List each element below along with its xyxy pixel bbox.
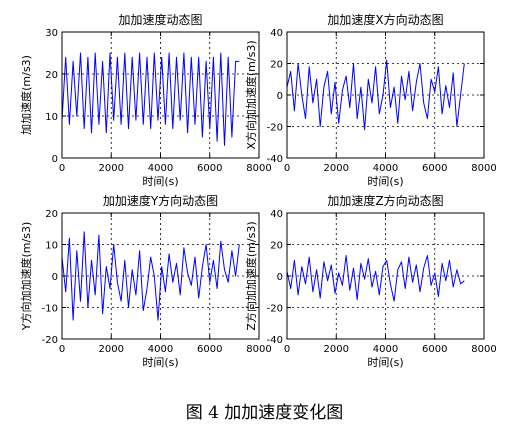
figure-caption: 图 4 加加速度变化图 bbox=[185, 403, 344, 423]
x-axis-label: 时间(s) bbox=[367, 356, 403, 369]
plot-area bbox=[287, 213, 484, 339]
series-line-total bbox=[61, 52, 240, 146]
x-tick-label: 2000 bbox=[324, 163, 349, 174]
x-tick-label: 4000 bbox=[148, 163, 173, 174]
x-tick-label: 8000 bbox=[246, 163, 271, 174]
y-tick-label: 30 bbox=[45, 28, 58, 39]
y-axis-label: Y方向加加速度(m/s3) bbox=[19, 222, 33, 331]
x-tick-label: 0 bbox=[284, 163, 290, 174]
x-tick-label: 2000 bbox=[99, 163, 124, 174]
y-tick-label: 40 bbox=[270, 209, 283, 220]
y-tick-label: 10 bbox=[45, 112, 58, 123]
x-tick-label: 2000 bbox=[324, 344, 349, 355]
y-tick-label: 0 bbox=[277, 91, 283, 102]
y-tick-label: -20 bbox=[267, 304, 283, 315]
x-tick-label: 6000 bbox=[197, 344, 222, 355]
chart-x: 0 2000 4000 6000 8000-40-2002040加加速度X方向动态图时间… bbox=[244, 12, 497, 188]
y-axis-label: X方向加加速度(m/s3) bbox=[244, 40, 258, 149]
y-tick-label: -40 bbox=[267, 154, 283, 165]
x-axis-label: 时间(s) bbox=[142, 356, 178, 369]
figure: 0 2000 4000 6000 80000102030加加速度动态图时间(s)加加速度… bbox=[19, 12, 497, 369]
y-axis-label: Z方向加加速度(m/s3) bbox=[244, 221, 258, 330]
x-axis-label: 时间(s) bbox=[142, 175, 178, 188]
x-tick-label: 6000 bbox=[197, 163, 222, 174]
x-tick-label: 2000 bbox=[99, 344, 124, 355]
y-tick-label: -10 bbox=[42, 304, 58, 315]
y-tick-label: 20 bbox=[45, 70, 58, 81]
y-tick-label: -20 bbox=[267, 123, 283, 134]
chart-title: 加加速度X方向动态图 bbox=[327, 12, 443, 27]
x-tick-label: 4000 bbox=[373, 344, 398, 355]
y-tick-label: 0 bbox=[52, 154, 58, 165]
y-tick-label: 20 bbox=[270, 60, 283, 71]
y-tick-label: -20 bbox=[42, 335, 58, 346]
y-tick-label: 20 bbox=[270, 241, 283, 252]
plot-area bbox=[62, 32, 259, 158]
x-tick-label: 6000 bbox=[422, 163, 447, 174]
x-tick-label: 0 bbox=[59, 163, 65, 174]
chart-z: 0 2000 4000 6000 8000-40-2002040加加速度Z方向动态图时间… bbox=[244, 193, 497, 369]
chart-title: 加加速度Z方向动态图 bbox=[327, 193, 443, 208]
x-tick-label: 0 bbox=[59, 344, 65, 355]
y-tick-label: 20 bbox=[45, 209, 58, 220]
chart-y: 0 2000 4000 6000 8000 -20 -10 0 10 20 加加速度Y方向动态图时间… bbox=[19, 193, 272, 369]
y-axis-label: 加加速度(m/s3) bbox=[19, 55, 33, 135]
series-line-x bbox=[286, 59, 465, 131]
y-tick-label: 10 bbox=[45, 241, 58, 252]
y-tick-label: -40 bbox=[267, 335, 283, 346]
chart-title: 加加速度动态图 bbox=[118, 12, 202, 27]
chart-title: 加加速度Y方向动态图 bbox=[103, 193, 218, 208]
x-axis-label: 时间(s) bbox=[367, 175, 403, 188]
y-tick-label: 40 bbox=[270, 28, 283, 39]
x-tick-label: 6000 bbox=[422, 344, 447, 355]
x-tick-label: 8000 bbox=[471, 344, 496, 355]
x-tick-label: 0 bbox=[284, 344, 290, 355]
x-tick-label: 8000 bbox=[471, 163, 496, 174]
y-tick-label: 0 bbox=[277, 272, 283, 283]
plot-area bbox=[62, 213, 259, 339]
series-line-y bbox=[61, 231, 240, 321]
x-tick-label: 4000 bbox=[148, 344, 173, 355]
y-tick-label: 0 bbox=[52, 272, 58, 283]
series-line-z bbox=[286, 255, 465, 302]
x-tick-label: 8000 bbox=[246, 344, 271, 355]
x-tick-label: 4000 bbox=[373, 163, 398, 174]
